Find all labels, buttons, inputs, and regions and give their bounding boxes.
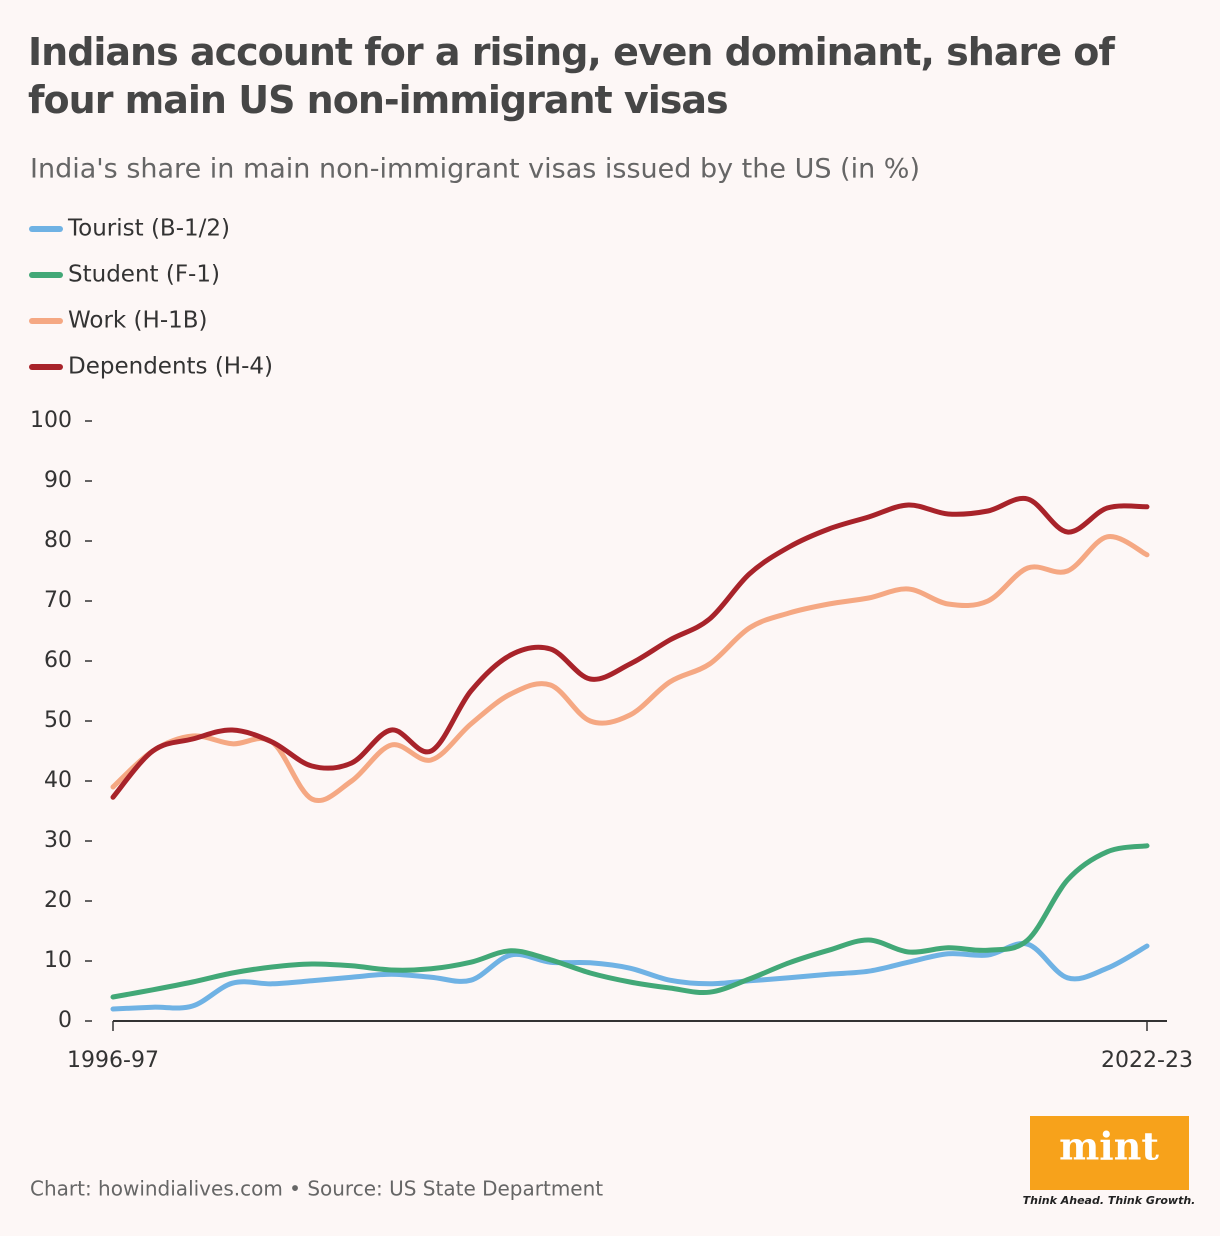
y-tick-label: 60 [44, 648, 72, 673]
series-line [110, 843, 1150, 1000]
chart-title: Indians account for a rising, even domin… [28, 30, 1115, 122]
series-line [110, 941, 1150, 1012]
title-box: Indians account for a rising, even domin… [28, 30, 1115, 122]
y-tick-label: 20 [44, 888, 72, 913]
source: Chart: howindialives.com • Source: US St… [30, 1177, 603, 1201]
legend-label: Student (F-1) [68, 262, 220, 288]
legend-label: Dependents (H-4) [68, 354, 273, 380]
y-tick-label: 50 [44, 708, 72, 733]
y-tick-label: 80 [44, 528, 72, 553]
logo: mint [1059, 1124, 1159, 1169]
x-tick-label: 1996-97 [67, 1048, 159, 1073]
x-tick-label: 2022-23 [1101, 1048, 1193, 1073]
legend-label: Work (H-1B) [68, 308, 208, 334]
y-tick-label: 10 [44, 948, 72, 973]
y-tick-label: 100 [30, 408, 72, 433]
logo-box [1030, 1116, 1189, 1190]
chart-subtitle: India's share in main non-immigrant visa… [30, 154, 920, 185]
y-tick-label: 0 [58, 1008, 72, 1033]
series-line [110, 534, 1150, 803]
tagline: Think Ahead. Think Growth. [1023, 1194, 1196, 1207]
y-tick-label: 90 [44, 468, 72, 493]
y-tick-label: 40 [44, 768, 72, 793]
y-tick-label: 70 [44, 588, 72, 613]
series-line [110, 495, 1150, 800]
y-tick-label: 30 [44, 828, 72, 853]
legend-label: Tourist (B-1/2) [67, 216, 230, 242]
